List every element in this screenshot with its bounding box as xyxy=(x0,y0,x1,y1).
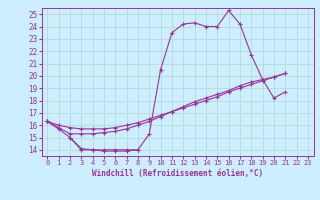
X-axis label: Windchill (Refroidissement éolien,°C): Windchill (Refroidissement éolien,°C) xyxy=(92,169,263,178)
